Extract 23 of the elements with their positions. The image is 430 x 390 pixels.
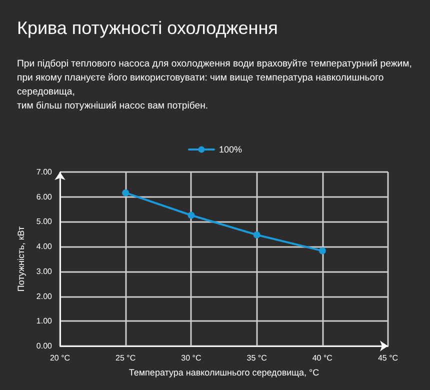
y-tick-label: 3.00 — [36, 266, 53, 276]
y-tick-label: 5.00 — [36, 217, 53, 226]
y-tick-label: 0.00 — [36, 342, 53, 350]
y-tick-label: 1.00 — [36, 316, 53, 326]
y-tick-label: 4.00 — [36, 242, 53, 252]
point — [253, 231, 260, 238]
legend-label: 100% — [218, 144, 242, 154]
y-tick-label: 2.00 — [36, 292, 53, 301]
point — [122, 189, 130, 196]
point — [318, 247, 326, 254]
x-tick-label: 25 °C — [116, 354, 136, 362]
y-axis-title: Потужність, кВт — [16, 226, 26, 292]
y-tick-label: 6.00 — [36, 192, 53, 202]
x-tick-label: 40 °C — [312, 354, 333, 362]
x-tick-label: 35 °C — [246, 354, 268, 362]
point — [188, 212, 195, 219]
y-tick-label: 7.00 — [36, 168, 53, 176]
chart-subtitle: При підборі теплового насоса для охолодження води враховуйте температурний режим, при якому плануєте його використовувати: чим вище температура навколишнього середовища, тим більш потужніший насос вам потрібен. — [17, 58, 412, 112]
x-axis-title: Температура навколишнього середовища, °C — [128, 368, 320, 378]
chart-title: Крива потужності охолодження — [17, 18, 278, 38]
x-tick-label: 30 °C — [181, 354, 202, 362]
x-tick-label: 45 °C — [378, 354, 398, 362]
x-tick-label: 20 °C — [50, 354, 70, 362]
